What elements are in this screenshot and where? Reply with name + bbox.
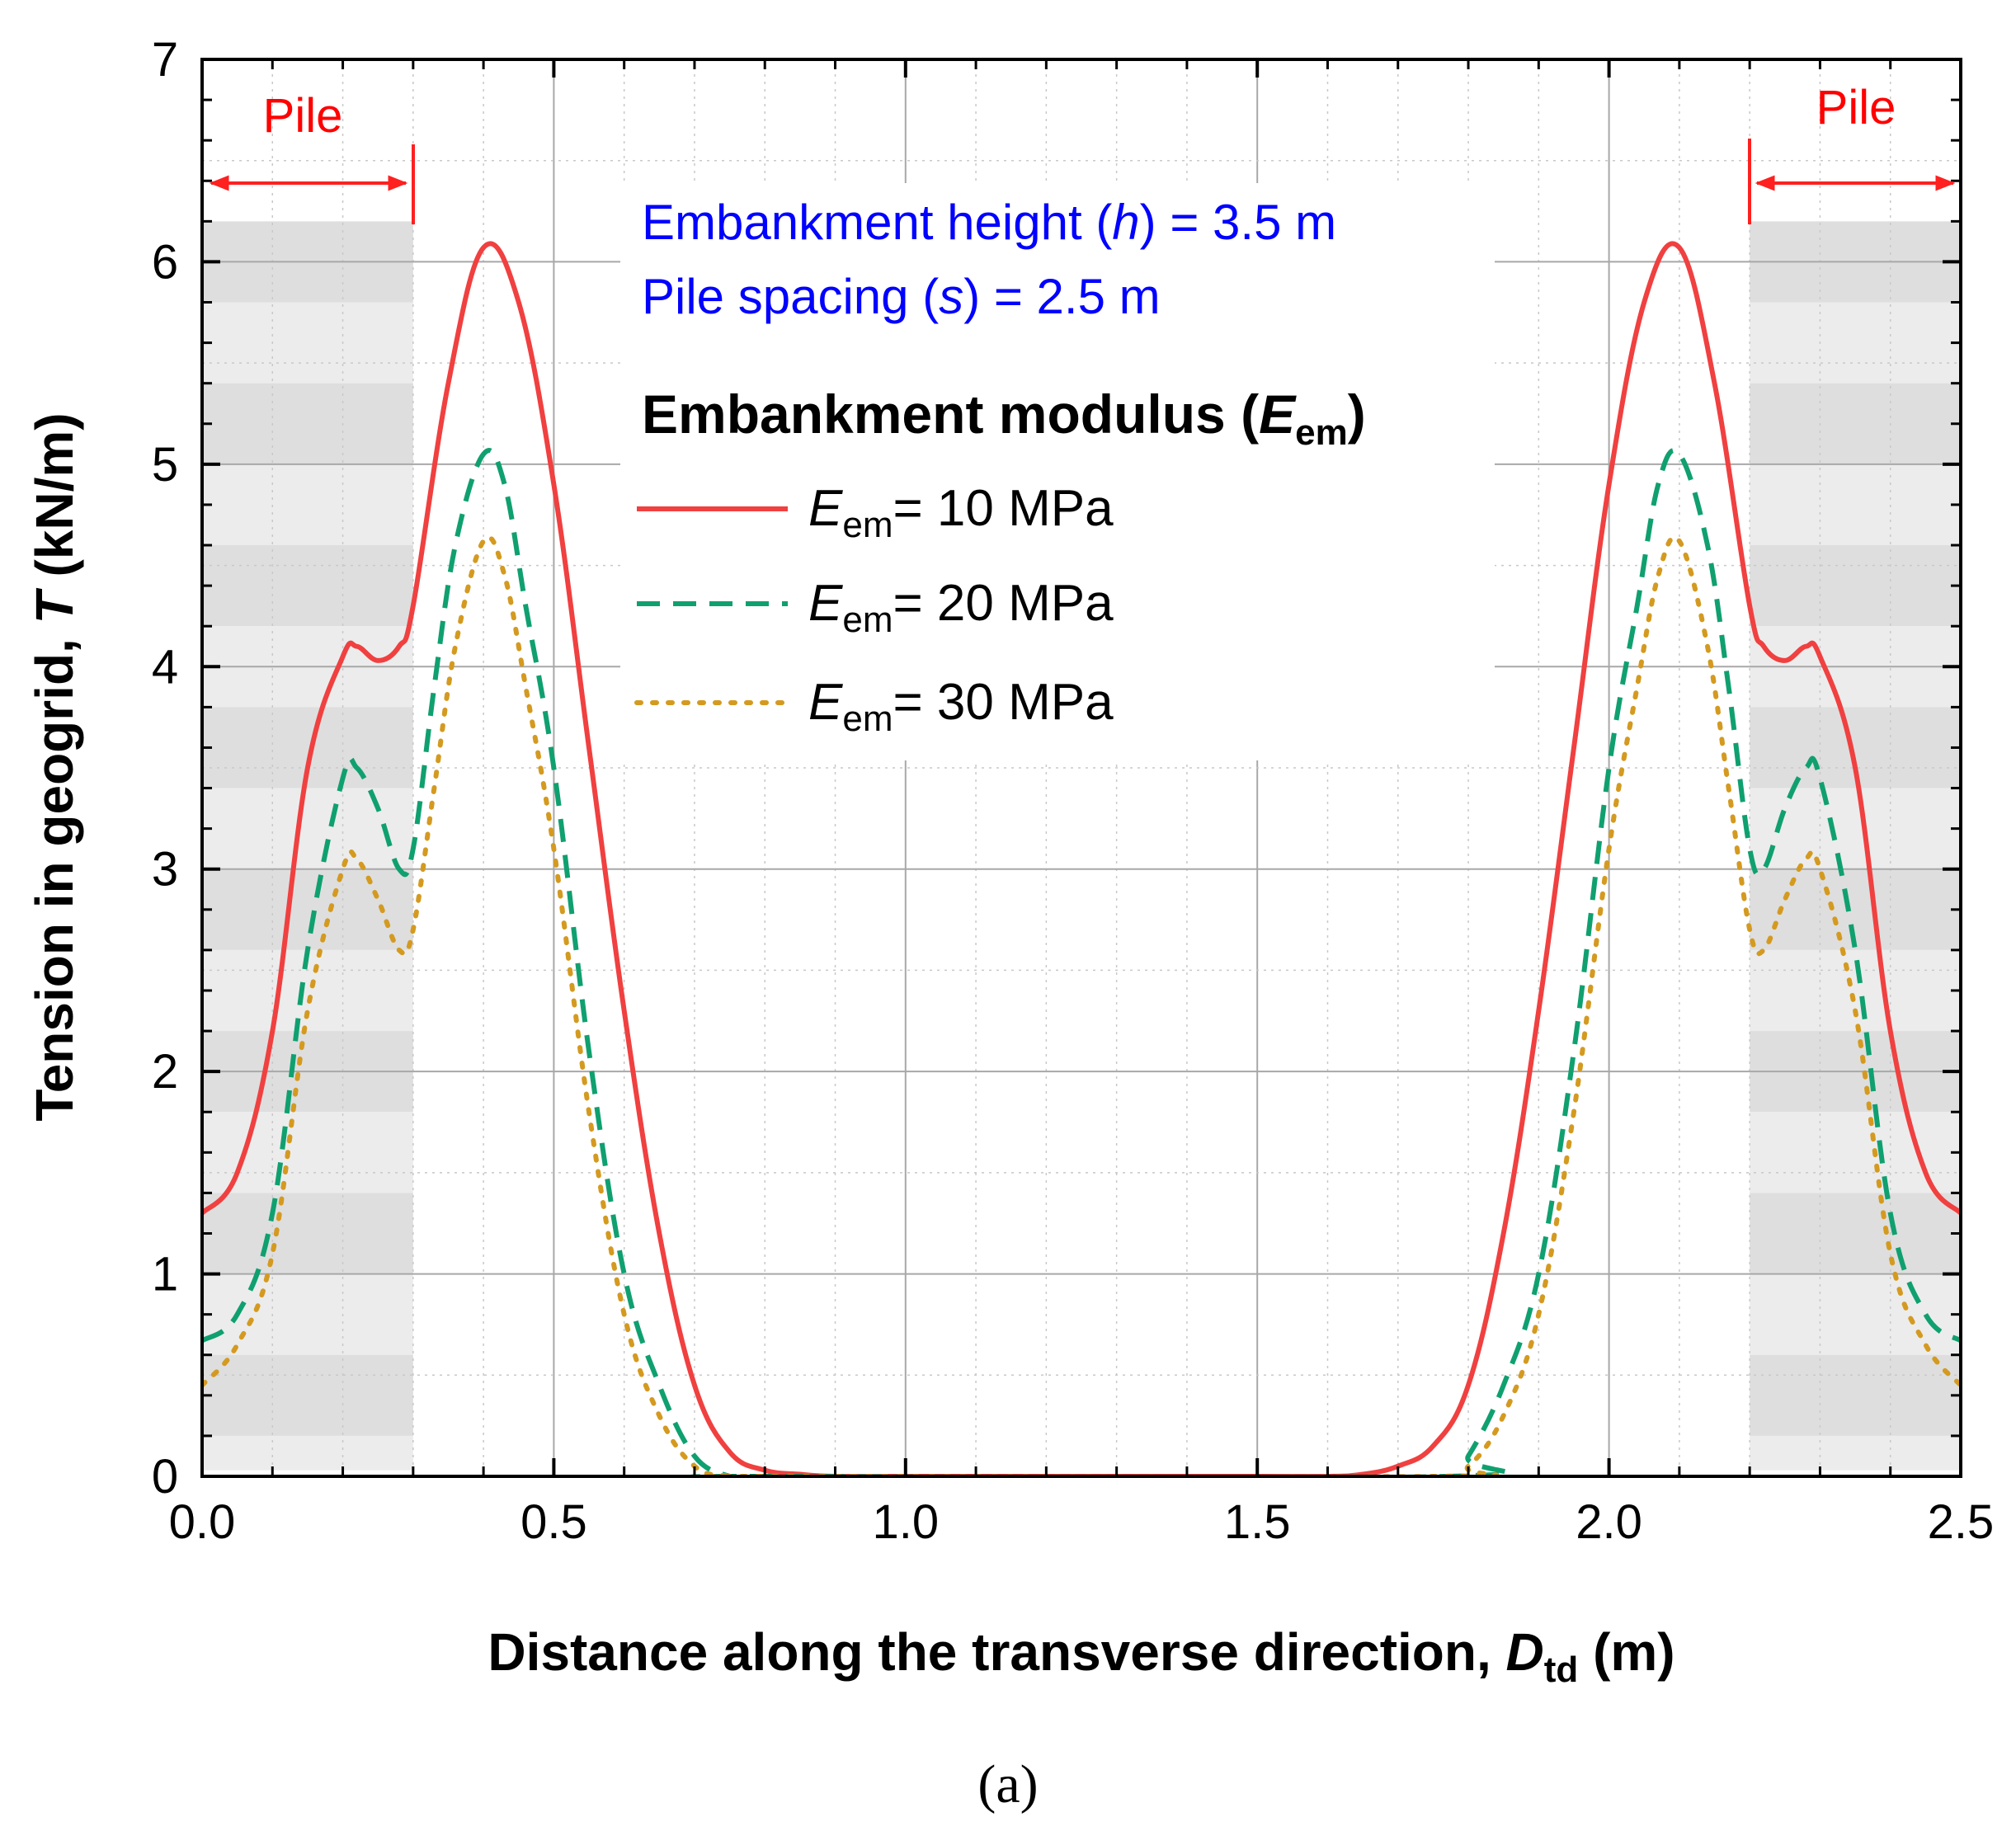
axes-layer: 0.0 0.5 1.0 1.5 2.0 2.5 0 1 2 3 4 5 6 7 [152,33,1994,1549]
pile-shade-band [1750,1112,1961,1193]
x-tick-label: 2.0 [1576,1495,1642,1549]
y-tick-label: 0 [152,1450,178,1504]
y-tick-label: 5 [152,438,178,492]
series-line-20mpa [202,448,1961,1476]
legend-label-20mpa: Eem= 20 MPa [808,575,1114,640]
y-axis-title: Tension in geogrid, T (kN/m) [25,412,84,1121]
pile-annotation-right: Pile [1748,81,1956,224]
pile-label-left: Pile [263,89,343,143]
figure-caption: (a) [977,1754,1038,1814]
pile-shade-band [202,1193,413,1274]
y-tick-label: 3 [152,843,178,897]
grid-layer [202,59,1961,1476]
pile-shade-band [1750,1273,1961,1355]
x-tick-label: 1.5 [1224,1495,1291,1549]
pile-shade-band [202,383,413,464]
pile-shade-band [202,868,413,950]
pile-shade-band [202,1112,413,1193]
x-tick-label: 2.5 [1928,1495,1995,1549]
pile-shade-band [202,464,413,546]
x-tick-label: 1.0 [872,1495,939,1549]
pile-shade-band [1750,1193,1961,1274]
pile-shade-band [202,1273,413,1355]
pile-shade-band [202,302,413,384]
pile-shade-band [1750,464,1961,546]
annotation-embankment-height: Embankment height (h) = 3.5 m [642,195,1336,250]
x-axis-title: Distance along the transverse direction,… [488,1622,1675,1690]
legend: Embankment modulus (Eem) Eem= 10 MPa Eem… [634,384,1366,739]
pile-shade-band [202,1435,413,1471]
y-tick-label: 2 [152,1045,178,1099]
pile-annotation-left: Pile [209,89,415,224]
plot-frame [200,58,1962,1478]
legend-label-30mpa: Eem= 30 MPa [808,674,1114,739]
pile-shade-band [1750,1354,1961,1436]
y-tick-label: 6 [152,235,178,289]
pile-shade-band [202,1354,413,1436]
pile-shade-band [1750,1435,1961,1471]
x-tick-label: 0.5 [520,1495,587,1549]
y-tick-label: 4 [152,640,178,694]
legend-background [620,183,1495,760]
series-line-10mpa [202,241,1961,1476]
legend-label-10mpa: Eem= 10 MPa [808,480,1114,545]
pile-shade-band [1750,302,1961,384]
pile-shade-band [1750,788,1961,869]
y-tick-label: 7 [152,33,178,87]
series-layer [202,241,1961,1476]
pile-shade-band [1750,383,1961,464]
pile-shade-band [202,545,413,627]
pile-shade-band [202,788,413,869]
x-tick-label: 0.0 [169,1495,236,1549]
annotation-pile-spacing: Pile spacing (s) = 2.5 m [642,269,1161,324]
pile-shade-layer [202,221,1961,1471]
y-tick-label: 1 [152,1248,178,1301]
pile-shade-band [1750,545,1961,627]
legend-title: Embankment modulus (Eem) [642,384,1366,453]
pile-label-right: Pile [1816,81,1896,134]
